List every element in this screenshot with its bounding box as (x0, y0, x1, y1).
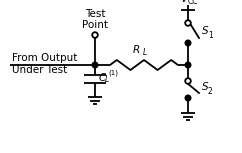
Text: From Output
Under Test: From Output Under Test (12, 53, 77, 75)
Text: L: L (143, 48, 147, 57)
Text: 1: 1 (208, 30, 213, 39)
Circle shape (185, 20, 191, 26)
Text: S: S (202, 26, 209, 36)
Text: V: V (180, 0, 187, 4)
Text: 2: 2 (208, 87, 213, 96)
Circle shape (185, 62, 191, 68)
Circle shape (92, 62, 98, 68)
Text: C: C (99, 73, 106, 83)
Text: S: S (202, 82, 209, 93)
Circle shape (185, 40, 191, 46)
Circle shape (92, 32, 98, 38)
Circle shape (185, 95, 191, 101)
Circle shape (185, 78, 191, 84)
Text: L: L (105, 75, 109, 84)
Text: Test
Point: Test Point (82, 9, 108, 30)
Text: (1): (1) (108, 69, 118, 76)
Text: R: R (132, 45, 139, 55)
Text: CC: CC (188, 0, 198, 6)
